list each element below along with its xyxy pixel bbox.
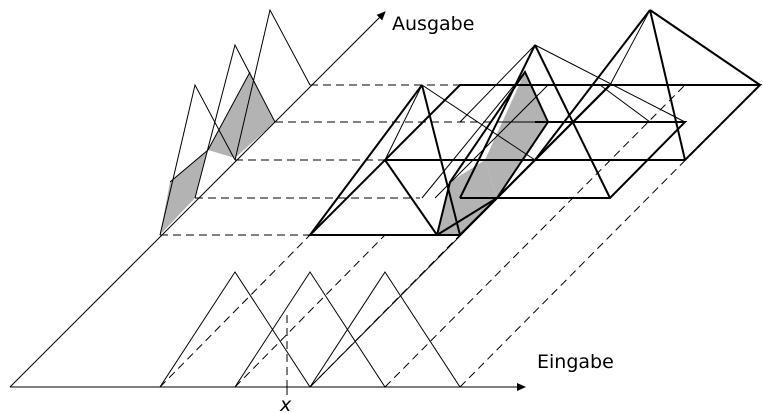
shaded-area-output-1 [160,150,208,235]
x-marker-label: x [279,394,292,413]
output-axis-line [9,11,386,388]
output-triangle-3 [234,8,311,161]
shaded-regions [160,72,548,235]
output-triangle-1 [159,83,236,236]
input-triangle-2 [234,271,386,388]
shaded-area-output-2 [208,72,275,158]
shaded-area-rule-2 [485,72,548,198]
input-triangle-1 [159,271,311,388]
output-axis-label: Ausgabe [392,13,474,35]
input-membership-functions [159,271,461,388]
input-axis-label: Eingabe [537,351,614,373]
rule-pyramid-3 [497,9,763,161]
input-triangle-3 [309,271,461,388]
output-membership-functions [159,8,311,236]
output-triangle-2 [194,43,276,199]
